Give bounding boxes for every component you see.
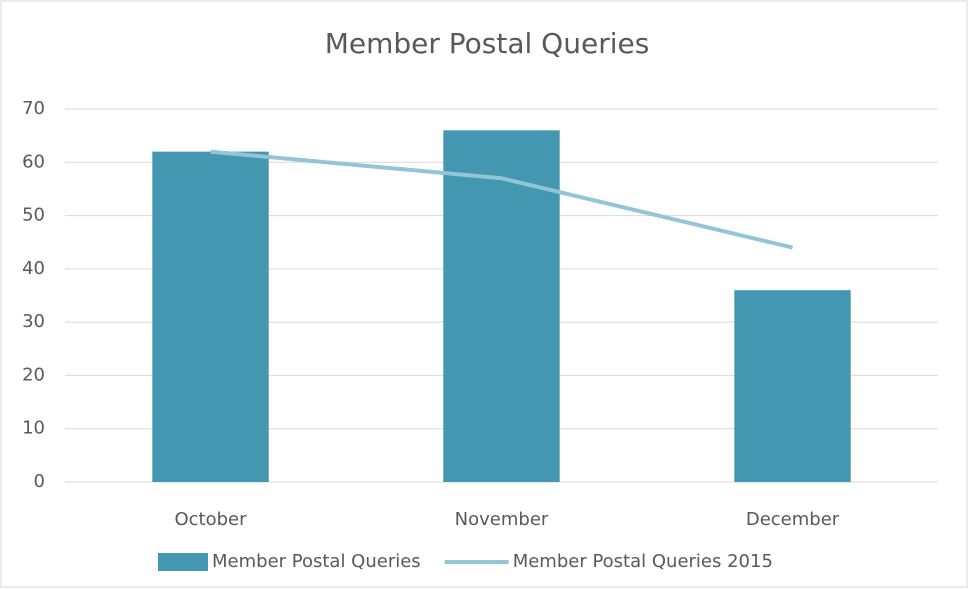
y-tick-label: 20 [22, 364, 45, 385]
y-tick-label: 70 [22, 98, 45, 119]
legend-swatch [158, 553, 208, 571]
bar [443, 130, 560, 483]
y-tick-label: 60 [22, 151, 45, 172]
y-tick-label: 50 [22, 205, 45, 226]
chart-title: Member Postal Queries [325, 27, 650, 60]
x-tick-label: November [455, 509, 549, 530]
y-tick-label: 40 [22, 258, 45, 279]
y-tick-label: 10 [22, 418, 45, 439]
bar [734, 290, 851, 482]
y-tick-label: 30 [22, 311, 45, 332]
x-tick-label: October [174, 509, 247, 530]
legend-label: Member Postal Queries 2015 [513, 551, 773, 572]
x-tick-label: December [746, 509, 840, 530]
y-tick-label: 0 [34, 471, 45, 492]
legend-label: Member Postal Queries [212, 551, 421, 572]
line [210, 149, 793, 250]
bar [152, 151, 269, 482]
